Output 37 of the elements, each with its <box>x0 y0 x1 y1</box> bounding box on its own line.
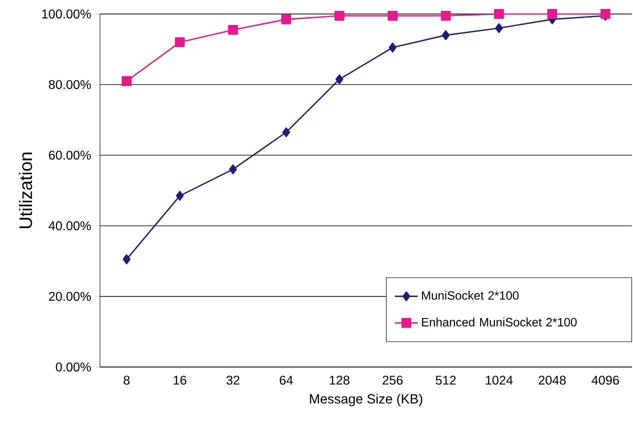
point <box>176 190 184 201</box>
point <box>229 164 237 174</box>
point <box>388 42 396 52</box>
point <box>174 37 185 48</box>
point <box>547 9 558 19</box>
y-tick-label: 60.00% <box>48 150 91 160</box>
y-tick-label: 80.00% <box>48 80 91 90</box>
point <box>494 9 504 19</box>
point <box>336 74 344 84</box>
x-tick-label: 512 <box>436 376 456 385</box>
point <box>334 10 344 21</box>
point <box>281 14 292 24</box>
legend-label: MuniSocket 2*100 <box>422 290 519 300</box>
y-tick-label: 40.00% <box>48 221 91 230</box>
x-tick-label: 1024 <box>486 376 513 385</box>
x-tick-label: 256 <box>382 376 403 385</box>
point <box>282 127 290 138</box>
y-axis-title: Utilization <box>18 152 32 228</box>
x-tick-label: 8 <box>124 376 130 385</box>
y-tick-label: 20.00% <box>48 292 91 301</box>
point <box>440 10 451 21</box>
point <box>228 24 238 35</box>
x-tick-label: 4096 <box>592 376 619 385</box>
y-tick-label: 100.00% <box>42 10 91 18</box>
y-tick-label: 0.00% <box>56 362 91 372</box>
point <box>442 30 450 40</box>
point <box>122 76 132 86</box>
x-tick-label: 32 <box>226 376 240 385</box>
point <box>388 10 398 21</box>
point <box>122 254 130 264</box>
x-tick-label: 2048 <box>538 376 566 385</box>
x-axis-title: Message Size (KB) <box>310 394 422 406</box>
x-tick-label: 128 <box>330 376 350 385</box>
x-tick-label: 64 <box>280 376 293 385</box>
x-tick-label: 16 <box>174 376 186 385</box>
legend-label: Enhanced MuniSocket 2*100 <box>422 318 577 326</box>
point <box>495 23 503 34</box>
